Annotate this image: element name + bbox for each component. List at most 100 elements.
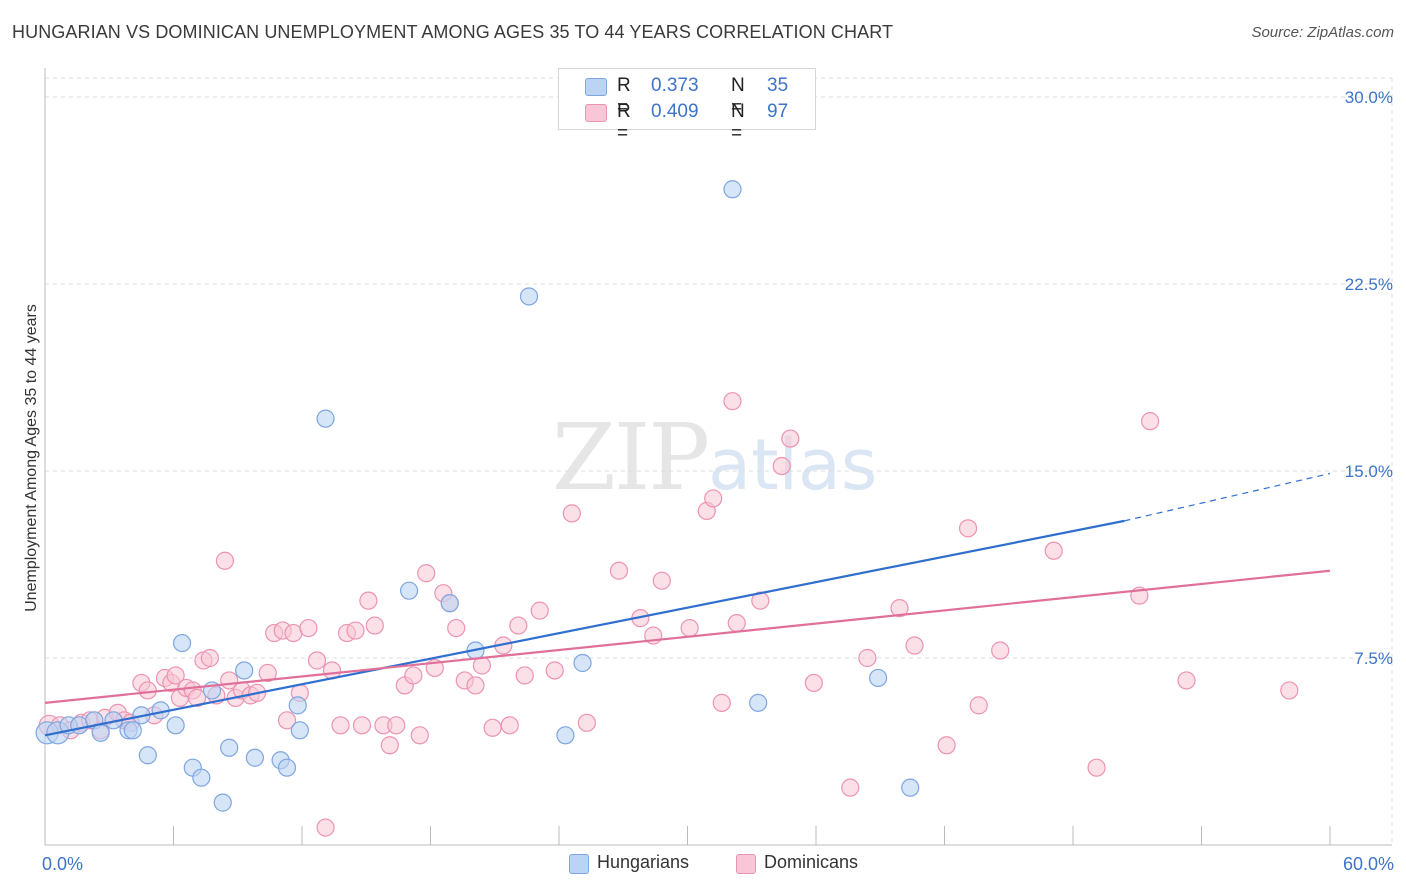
dominican-n-value: 97: [767, 101, 789, 122]
hungarian-point: [573, 653, 592, 673]
hungarian-point: [192, 768, 211, 787]
dominican-point: [200, 648, 220, 668]
x-tick-label-min: 0.0%: [42, 854, 83, 874]
hungarian-trend-extension: [1124, 472, 1331, 522]
dominican-point: [562, 504, 581, 523]
hungarian-point: [290, 721, 309, 740]
axes: [44, 68, 1392, 846]
dominican-point: [680, 618, 699, 638]
dominican-point: [727, 613, 746, 633]
hungarian-trend-line: [44, 519, 1125, 737]
dominican-point: [772, 456, 791, 476]
dominican-point: [138, 681, 157, 700]
dominican-points: [38, 392, 1299, 837]
dominican-point: [937, 736, 956, 755]
dominican-point: [316, 818, 335, 837]
hungarian-point: [245, 748, 264, 767]
legend-label-dominicans: Dominicans: [764, 852, 859, 872]
hungarian-point: [901, 778, 920, 797]
dominican-point: [1177, 671, 1196, 690]
dominican-point: [1044, 541, 1063, 560]
series-legend: Hungarians Dominicans: [0, 852, 1406, 876]
dominican-r-value: 0.409: [651, 101, 699, 122]
r-label: R =: [617, 75, 631, 118]
hungarian-point: [519, 287, 539, 306]
dominican-point: [530, 601, 549, 620]
hungarian-point: [220, 738, 239, 757]
dominican-point: [258, 663, 277, 683]
dominican-point: [781, 429, 800, 448]
dominican-point: [166, 666, 185, 685]
hungarian-r-value: 0.373: [651, 75, 699, 96]
dominican-point: [387, 716, 406, 735]
dominican-swatch: [585, 104, 607, 122]
hungarian-point: [172, 633, 192, 653]
dominican-point: [712, 693, 731, 712]
dominican-point: [346, 621, 365, 640]
dominican-point: [331, 716, 350, 735]
r-label: R =: [617, 101, 631, 144]
hungarian-point: [749, 693, 768, 712]
hungarian-point: [277, 758, 297, 777]
dominican-point: [447, 618, 466, 638]
dominican-point: [890, 599, 909, 618]
dominican-point: [404, 666, 423, 685]
dominican-point: [545, 661, 564, 680]
dominican-point: [215, 551, 234, 570]
n-label: N =: [731, 75, 745, 118]
dominican-point: [1087, 758, 1106, 777]
hungarian-point: [399, 581, 419, 600]
dominican-point: [858, 648, 877, 668]
dominican-point: [609, 561, 629, 580]
dominican-point: [359, 591, 378, 610]
dominican-point: [652, 571, 671, 590]
x-tick-label-max: 60.0%: [1343, 854, 1394, 874]
dominican-point: [841, 778, 860, 797]
hungarian-point: [440, 594, 459, 613]
legend-label-hungarians: Hungarians: [597, 852, 690, 872]
y-tick-label: 30.0%: [1345, 88, 1393, 107]
dominican-point: [417, 564, 436, 583]
dominican-point: [352, 716, 372, 735]
y-tick-label: 22.5%: [1345, 275, 1393, 294]
dominican-point: [577, 713, 596, 732]
dominican-point: [905, 636, 924, 655]
dominican-point: [1140, 412, 1160, 431]
hungarian-point: [213, 793, 232, 812]
dominican-point: [410, 726, 429, 745]
watermark: ZIPatlas: [552, 404, 877, 511]
y-tick-label: 15.0%: [1345, 462, 1393, 481]
dominican-point: [509, 616, 528, 635]
hungarian-point: [288, 696, 307, 715]
dominican-point: [991, 641, 1010, 660]
hungarian-point: [123, 721, 142, 740]
hungarian-points: [35, 180, 920, 812]
hungarian-point: [316, 409, 335, 428]
dominican-point: [1280, 681, 1299, 700]
dominican-point: [187, 688, 207, 707]
hungarian-point: [138, 746, 157, 765]
correlation-legend: R = 0.373 N = 35 R = 0.409 N = 97: [558, 68, 816, 144]
dominican-point: [365, 616, 384, 635]
dominican-point: [515, 666, 534, 685]
watermark-zip: ZIP: [552, 404, 710, 511]
hungarian-point: [869, 668, 888, 688]
dominican-point: [483, 718, 502, 737]
trend-lines: [44, 472, 1331, 737]
source-label: Source: ZipAtlas.com: [1251, 24, 1394, 41]
hungarian-n-value: 35: [767, 75, 789, 96]
hungarian-point: [166, 716, 185, 735]
hungarian-point: [556, 726, 575, 745]
dominican-point: [466, 676, 485, 695]
hungarian-point: [91, 723, 110, 742]
dominican-trend-line: [44, 569, 1331, 704]
n-label: N =: [731, 101, 745, 144]
y-tick-label: 7.5%: [1354, 649, 1393, 668]
dominican-point: [804, 673, 823, 693]
dominican-point: [704, 489, 723, 508]
dominican-point: [958, 519, 978, 538]
tick-labels: 7.5% 15.0% 22.5% 30.0% 0.0% 60.0%: [42, 88, 1394, 874]
chart-title: HUNGARIAN VS DOMINICAN UNEMPLOYMENT AMON…: [12, 22, 894, 42]
dominican-point: [380, 736, 399, 755]
